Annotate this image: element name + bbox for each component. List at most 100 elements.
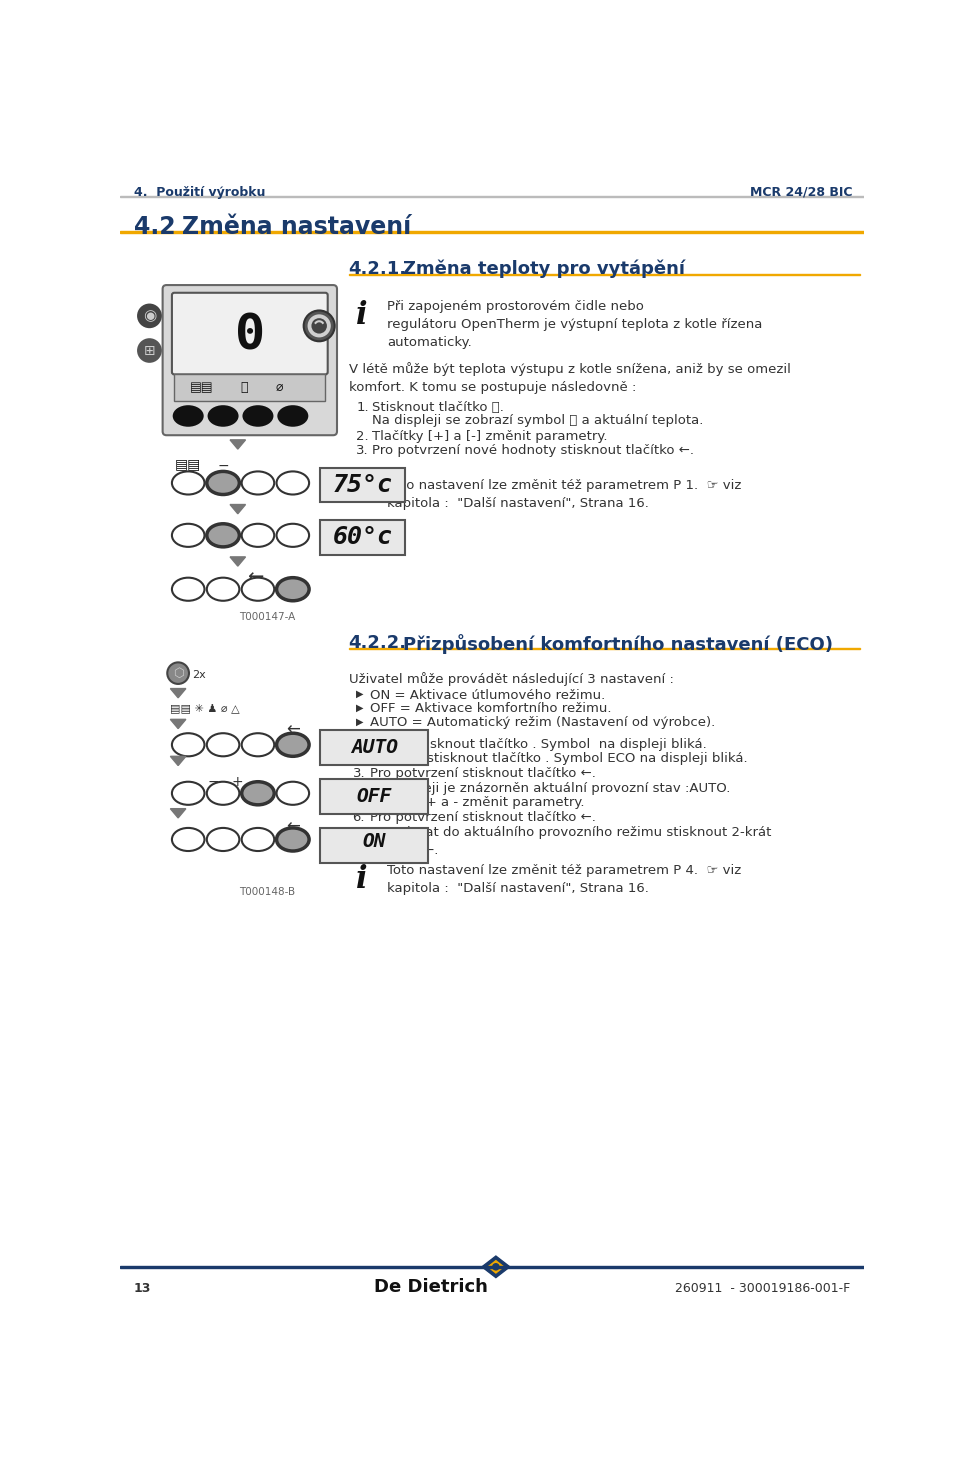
Text: 75°c: 75°c — [332, 472, 393, 497]
Text: ▶: ▶ — [356, 716, 364, 726]
Text: ▤▤ ✳ ♟ ⌀ △: ▤▤ ✳ ♟ ⌀ △ — [170, 704, 240, 713]
Text: 7.: 7. — [352, 825, 365, 838]
Text: Toto nastavení lze změnit též parametrem P 4.  ☞ viz
kapitola :  "Další nastaven: Toto nastavení lze změnit též parametrem… — [388, 865, 742, 895]
Text: ON: ON — [363, 831, 386, 850]
Polygon shape — [170, 809, 186, 818]
Text: Pro potvrzení stisknout tlačítko ←.: Pro potvrzení stisknout tlačítko ←. — [370, 811, 595, 824]
Text: 0: 0 — [235, 311, 265, 359]
Ellipse shape — [172, 523, 204, 547]
Ellipse shape — [206, 523, 239, 547]
Ellipse shape — [276, 828, 309, 851]
Ellipse shape — [206, 577, 239, 601]
Text: ▶: ▶ — [356, 688, 364, 698]
Text: 260911  - 300019186-001-F: 260911 - 300019186-001-F — [675, 1282, 850, 1295]
Ellipse shape — [172, 577, 204, 601]
Text: 4.: 4. — [352, 781, 365, 795]
Ellipse shape — [206, 471, 239, 494]
Text: 2x: 2x — [192, 669, 205, 679]
Text: ←: ← — [248, 567, 264, 586]
Ellipse shape — [206, 828, 239, 851]
Bar — [175, 373, 325, 401]
Text: Tlačítky [+] a [-] změnit parametry.: Tlačítky [+] a [-] změnit parametry. — [372, 430, 608, 443]
Text: i: i — [356, 300, 368, 331]
Text: i: i — [356, 865, 368, 895]
Text: 3.: 3. — [356, 445, 369, 458]
Text: ⊞: ⊞ — [144, 344, 156, 357]
Bar — [120, 230, 864, 233]
Text: 1.: 1. — [352, 738, 365, 751]
Ellipse shape — [276, 471, 309, 494]
Ellipse shape — [172, 733, 204, 757]
Text: ←: ← — [286, 720, 300, 738]
FancyBboxPatch shape — [320, 730, 428, 765]
FancyBboxPatch shape — [320, 828, 428, 863]
Text: +: + — [231, 774, 243, 789]
Text: Stisknout tlačítko ⎕.: Stisknout tlačítko ⎕. — [372, 401, 504, 414]
Text: Při zapojeném prostorovém čidle nebo
regulátoru OpenTherm je výstupní teplota z : Při zapojeném prostorovém čidle nebo reg… — [388, 300, 763, 350]
Text: De Dietrich: De Dietrich — [374, 1277, 488, 1296]
Polygon shape — [170, 688, 186, 698]
Text: ▤▤: ▤▤ — [190, 381, 213, 394]
Circle shape — [311, 318, 327, 334]
FancyBboxPatch shape — [162, 286, 337, 436]
Ellipse shape — [172, 828, 204, 851]
Text: AUTO: AUTO — [350, 738, 397, 757]
Text: Toto nastavení lze změnit též parametrem P 1.  ☞ viz
kapitola :  "Další nastaven: Toto nastavení lze změnit též parametrem… — [388, 480, 742, 510]
Ellipse shape — [206, 733, 239, 757]
Text: 4.2.1.: 4.2.1. — [348, 260, 407, 277]
Text: 2.: 2. — [356, 430, 369, 443]
Text: i: i — [356, 480, 368, 510]
Circle shape — [307, 315, 331, 337]
Ellipse shape — [172, 781, 204, 805]
Text: Dvakrát stisknout tlačítko . Symbol ECO na displeji bliká.: Dvakrát stisknout tlačítko . Symbol ECO … — [370, 752, 747, 765]
Text: OFF = Aktivace komfortního režimu.: OFF = Aktivace komfortního režimu. — [370, 703, 612, 716]
Ellipse shape — [242, 577, 275, 601]
Ellipse shape — [207, 405, 239, 427]
FancyBboxPatch shape — [172, 293, 327, 375]
Text: 4.2: 4.2 — [134, 214, 176, 239]
Text: T000148-B: T000148-B — [239, 888, 296, 897]
Ellipse shape — [276, 523, 309, 547]
Polygon shape — [482, 1255, 510, 1277]
Circle shape — [492, 1264, 499, 1270]
Ellipse shape — [206, 781, 239, 805]
Circle shape — [303, 311, 335, 341]
Text: Na displeji je znázorněn aktuální provozní stav :AUTO.: Na displeji je znázorněn aktuální provoz… — [370, 781, 730, 795]
Text: Změna nastavení: Změna nastavení — [182, 214, 411, 239]
Text: MCR 24/28 BIC: MCR 24/28 BIC — [750, 185, 852, 198]
Ellipse shape — [276, 781, 309, 805]
Text: Přizpůsobení komfortního nastavení (ECO): Přizpůsobení komfortního nastavení (ECO) — [403, 634, 833, 653]
Text: −: − — [217, 459, 228, 472]
Ellipse shape — [173, 405, 204, 427]
Text: 4.  Použití výrobku: 4. Použití výrobku — [134, 185, 265, 198]
Text: Tlačítky + a - změnit parametry.: Tlačítky + a - změnit parametry. — [370, 796, 584, 809]
Text: ▤▤: ▤▤ — [175, 456, 202, 471]
Text: 13: 13 — [134, 1282, 152, 1295]
Text: AUTO = Automatický režim (Nastavení od výrobce).: AUTO = Automatický režim (Nastavení od v… — [370, 716, 715, 729]
Ellipse shape — [242, 523, 275, 547]
Bar — [348, 274, 860, 276]
Ellipse shape — [242, 828, 275, 851]
Text: −: − — [208, 774, 220, 789]
Polygon shape — [170, 719, 186, 729]
Circle shape — [137, 303, 162, 328]
Ellipse shape — [242, 781, 275, 805]
Text: Pro potvrzení stisknout tlačítko ←.: Pro potvrzení stisknout tlačítko ←. — [370, 767, 595, 780]
Text: T000147-A: T000147-A — [239, 612, 296, 623]
Text: 1-krát stisknout tlačítko . Symbol  na displeji bliká.: 1-krát stisknout tlačítko . Symbol na di… — [370, 738, 707, 751]
Polygon shape — [230, 504, 246, 513]
Polygon shape — [488, 1261, 504, 1273]
Text: 3.: 3. — [352, 767, 365, 780]
Ellipse shape — [243, 405, 274, 427]
Circle shape — [167, 662, 189, 684]
Text: ON = Aktivace útlumového režimu.: ON = Aktivace útlumového režimu. — [370, 688, 605, 701]
Circle shape — [137, 338, 162, 363]
Ellipse shape — [242, 471, 275, 494]
Text: Pro potvrzení nové hodnoty stisknout tlačítko ←.: Pro potvrzení nové hodnoty stisknout tla… — [372, 445, 694, 458]
Text: OFF: OFF — [356, 787, 392, 806]
Text: Pro návrat do aktuálního provozního režimu stisknout 2-krát
tlačítko ←.: Pro návrat do aktuálního provozního reži… — [370, 825, 771, 857]
Ellipse shape — [242, 733, 275, 757]
Bar — [120, 1266, 864, 1268]
Text: 4.2.2.: 4.2.2. — [348, 634, 407, 652]
Bar — [348, 647, 860, 649]
